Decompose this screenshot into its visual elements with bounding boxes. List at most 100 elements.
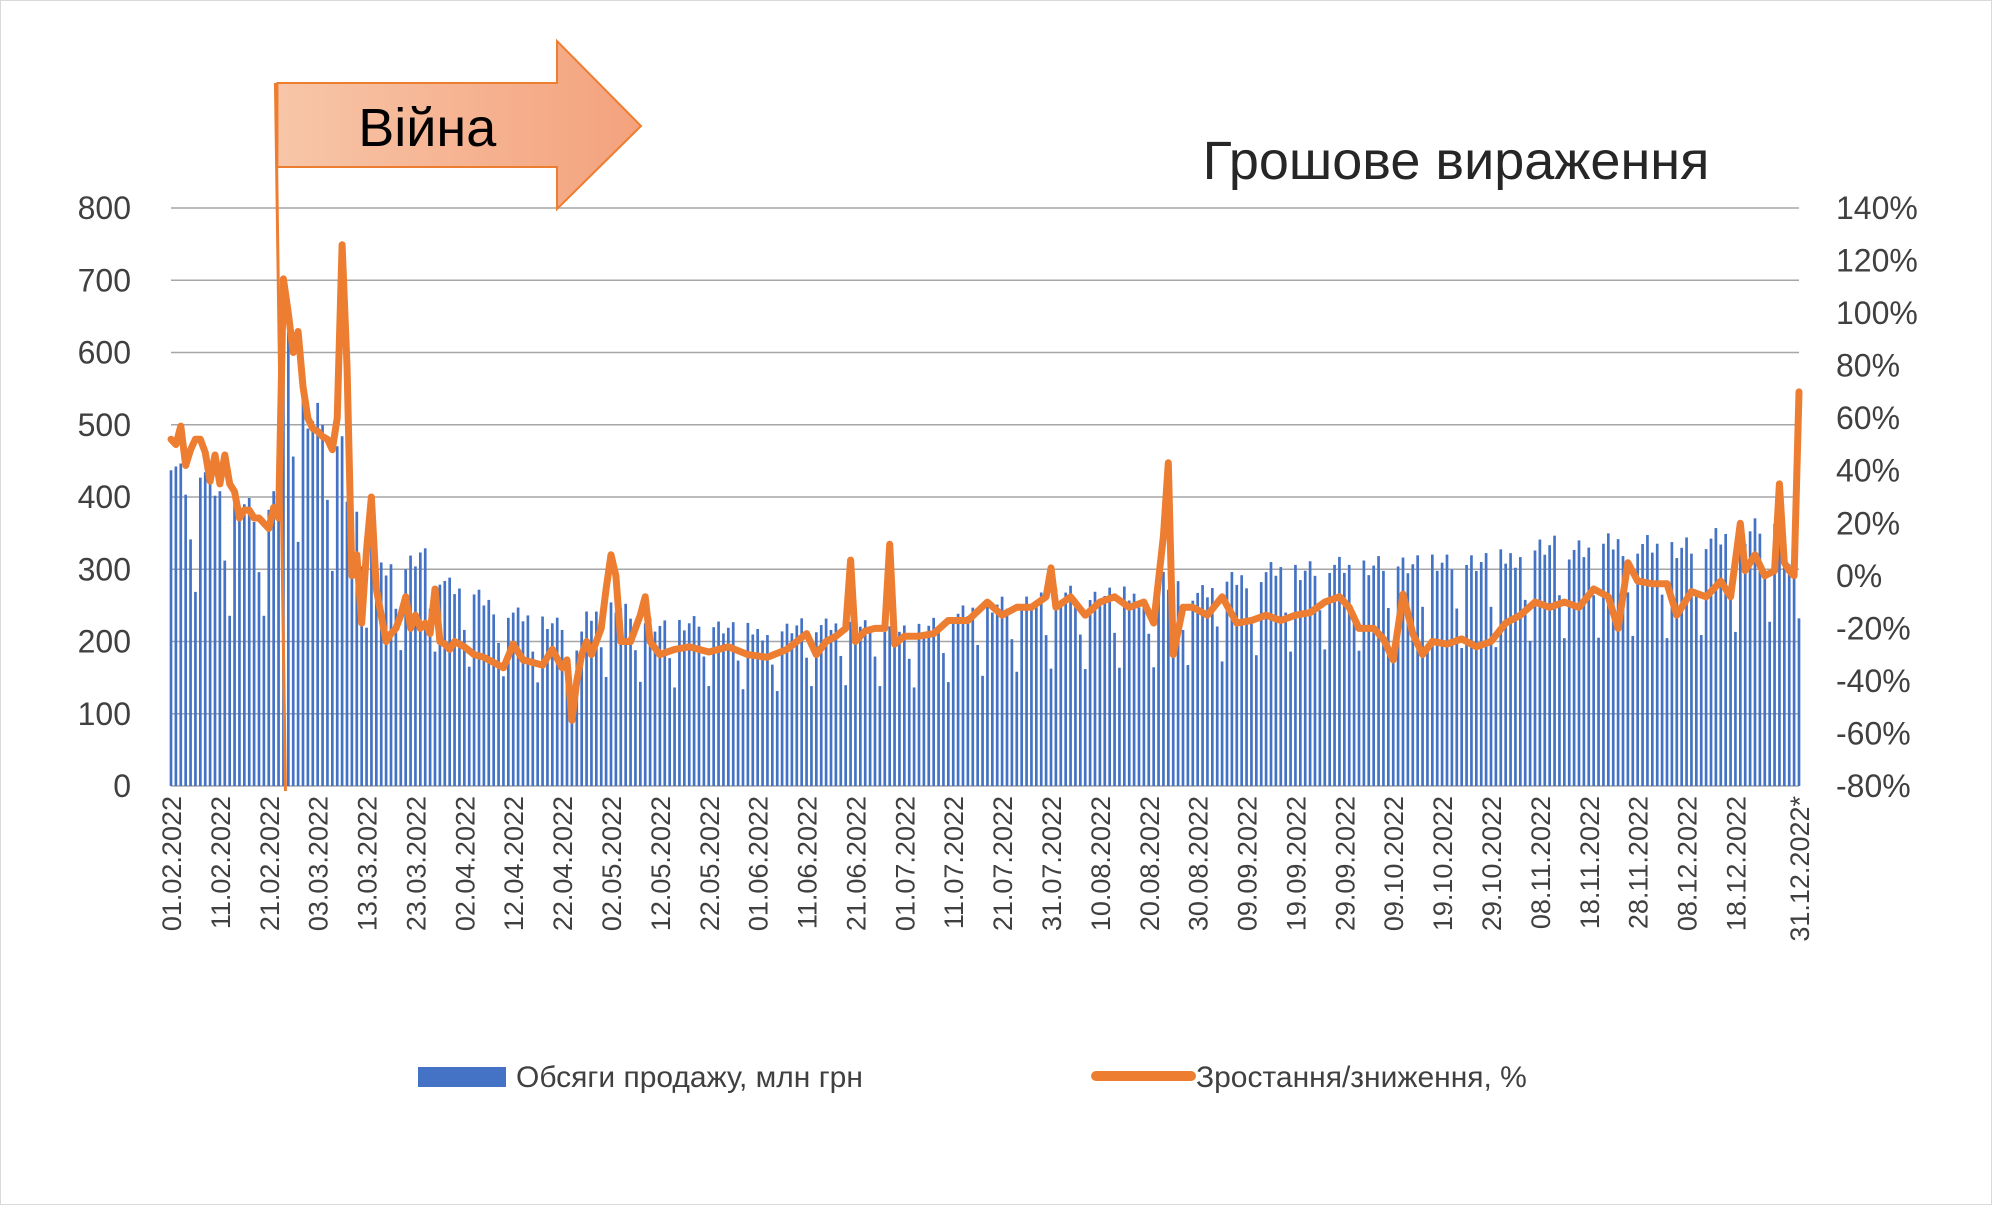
bar [1313, 575, 1317, 786]
bar [726, 627, 730, 786]
bar [1743, 544, 1747, 786]
bar [707, 686, 711, 786]
bar [1039, 592, 1043, 786]
war-arrow-label: Війна [358, 98, 497, 158]
bar [1543, 554, 1547, 786]
bar [497, 642, 500, 786]
bar [580, 631, 584, 786]
bar [1401, 557, 1405, 786]
bar [1338, 556, 1341, 786]
bar [878, 686, 882, 786]
bar [374, 573, 378, 786]
left-axis-ticks: 0 100 200 300 400 500 600 700 800 [78, 190, 131, 804]
bar [1235, 584, 1239, 786]
bar [1509, 553, 1512, 786]
bar [272, 491, 276, 786]
right-tick-label: 0% [1836, 558, 1882, 594]
bar [1323, 649, 1327, 786]
bar [360, 566, 364, 786]
bar [267, 509, 271, 786]
bar [653, 631, 657, 786]
bar [467, 666, 471, 786]
bar [1098, 604, 1102, 786]
war-annotation: Війна [273, 38, 643, 792]
bar [1562, 638, 1566, 786]
left-tick-label: 700 [78, 262, 131, 298]
right-tick-label: 120% [1836, 243, 1918, 279]
bar [1230, 572, 1234, 786]
bar [487, 599, 491, 786]
bar [1269, 562, 1273, 786]
bar [184, 494, 188, 786]
bar [883, 632, 887, 786]
bar [1460, 648, 1464, 786]
bar [976, 644, 980, 786]
x-tick-label: 29.10.2022 [1477, 796, 1507, 931]
bar [966, 616, 970, 786]
bar [399, 650, 403, 786]
bar [1171, 585, 1175, 786]
right-tick-label: -20% [1836, 610, 1911, 646]
bar [1782, 566, 1786, 786]
x-tick-label: 11.07.2022 [939, 796, 969, 929]
bar [531, 651, 535, 786]
bar [330, 570, 334, 786]
legend-swatch-bars [418, 1067, 506, 1087]
bar [1025, 596, 1028, 786]
bar [1699, 635, 1703, 786]
bar [482, 605, 486, 786]
bar [863, 620, 867, 786]
bar [1675, 558, 1679, 786]
x-tick-label: 31.07.2022 [1037, 796, 1067, 931]
bar [932, 617, 936, 786]
bar [1435, 570, 1439, 786]
bar [1059, 600, 1063, 786]
bar [1587, 547, 1591, 786]
bar [1137, 607, 1141, 786]
bar [311, 421, 315, 786]
x-tick-label: 29.09.2022 [1330, 796, 1360, 931]
bar [673, 687, 676, 786]
x-tick-label: 30.08.2022 [1184, 796, 1214, 931]
bar [893, 620, 896, 786]
x-tick-label: 19.10.2022 [1428, 796, 1458, 931]
bar [741, 689, 745, 786]
bar [898, 631, 901, 786]
bar [946, 682, 950, 786]
bar [1127, 600, 1131, 786]
bar [448, 577, 452, 786]
bar [1787, 564, 1791, 786]
bar [350, 533, 354, 787]
bar [570, 707, 574, 786]
bar [678, 619, 681, 786]
bar [1582, 557, 1586, 786]
bar [1352, 612, 1356, 786]
bar [169, 470, 173, 786]
bar [629, 618, 632, 786]
bar [1738, 529, 1742, 786]
bar [1455, 608, 1459, 786]
left-tick-label: 400 [78, 479, 131, 515]
bar [971, 607, 975, 786]
bar [1210, 588, 1214, 786]
bar [702, 656, 706, 786]
bar [590, 620, 593, 786]
bar [394, 608, 398, 786]
bar [321, 424, 324, 786]
bar [1074, 599, 1077, 786]
bar [1704, 549, 1708, 786]
bar [756, 629, 760, 786]
bar [1440, 562, 1444, 786]
left-tick-label: 100 [78, 696, 131, 732]
bar [1650, 552, 1654, 786]
bar [365, 627, 368, 786]
bar [1284, 612, 1288, 786]
bar [1303, 570, 1307, 786]
bar [1162, 571, 1165, 786]
x-tick-label: 09.09.2022 [1233, 796, 1263, 931]
right-tick-label: 60% [1836, 400, 1900, 436]
bar [1362, 560, 1366, 786]
x-tick-label: 08.12.2022 [1673, 796, 1703, 931]
bar [1660, 594, 1664, 786]
bar [1264, 572, 1268, 786]
